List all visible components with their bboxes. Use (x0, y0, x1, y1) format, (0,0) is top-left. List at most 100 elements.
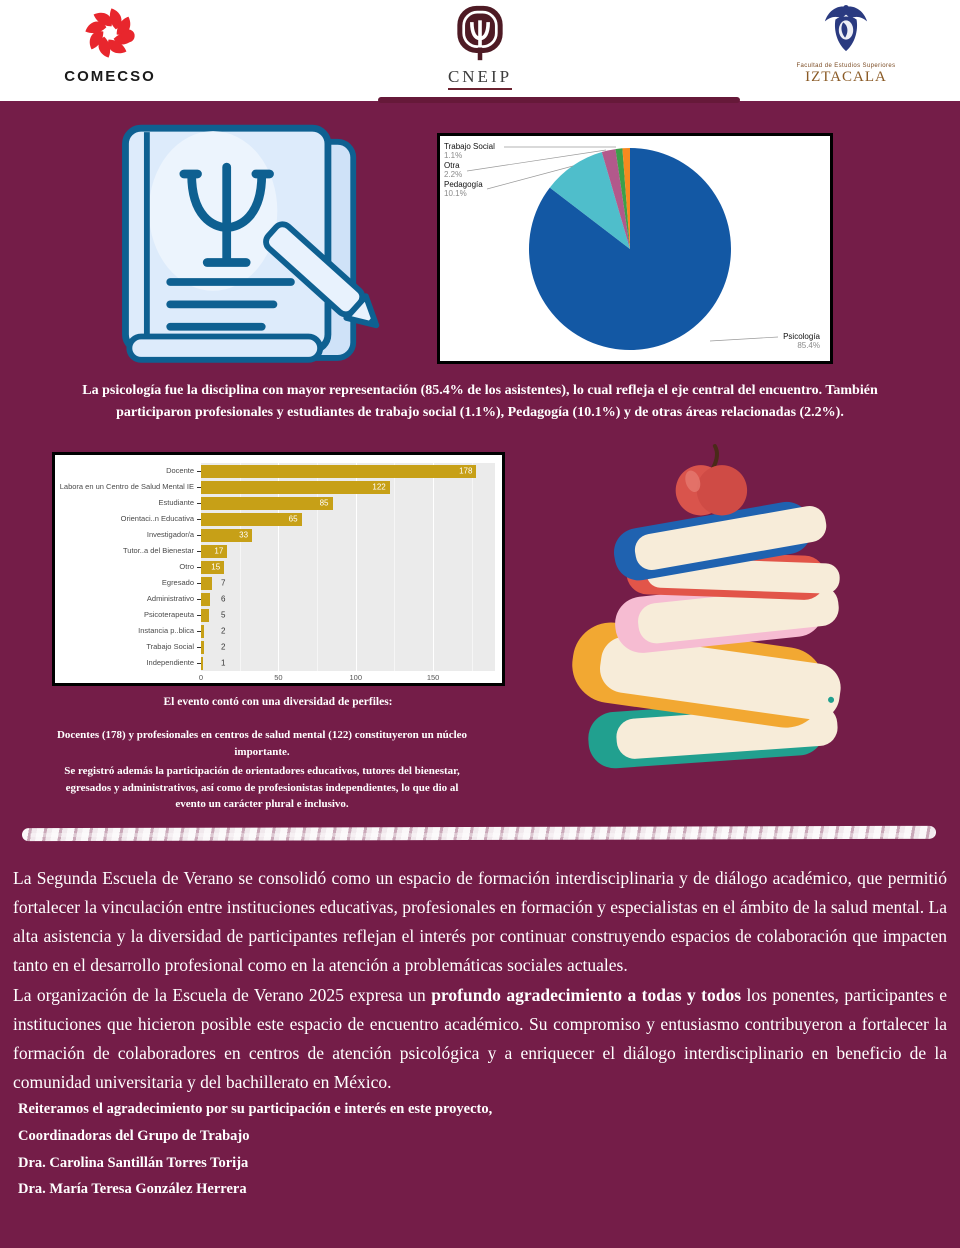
signature-coordinator-1: Dra. Carolina Santillán Torres Torija (18, 1154, 249, 1171)
book-stack-illustration (572, 444, 841, 769)
comecso-logo-block: COMECSO (45, 4, 175, 85)
bar-row: 5 (201, 607, 495, 623)
pencil-icon (263, 221, 380, 329)
bar-category-label: Docente (59, 463, 201, 479)
bar-value-label: 15 (211, 562, 221, 572)
bar: 17 (201, 544, 228, 558)
bar-value-label: 178 (459, 466, 473, 476)
iztacala-label: IZTACALA (805, 69, 887, 85)
bar-value-label: 5 (221, 610, 226, 620)
discipline-pie-chart-panel: Trabajo Social 1.1% Otra 2.2% Pedagogía … (437, 133, 833, 364)
bar: 33 (201, 528, 253, 542)
header-shadow-strip (378, 97, 740, 103)
bar-x-axis: 0 50 100 150 (198, 673, 495, 687)
pie-pct-otra: 2.2% (444, 170, 462, 179)
bar-category-label: Otro (59, 559, 201, 575)
ack-text-bold: profundo agradecimiento a todas y todos (431, 985, 742, 1005)
gridline-minor (317, 463, 319, 671)
bar-plot-area: 178 122 85 65 33 17 15 7 6 5 2 2 1 (201, 463, 495, 671)
bar-category-label: Tutor..a del Bienestar (59, 543, 201, 559)
header-logo-bar: COMECSO CNEIP Facultad d (0, 0, 960, 101)
pie-slice-Psicología (528, 148, 731, 350)
notebook-text-lines (166, 278, 295, 331)
bar-category-label: Administrativo (59, 591, 201, 607)
discipline-pie-chart: Trabajo Social 1.1% Otra 2.2% Pedagogía … (444, 142, 821, 350)
bar-value-label: 122 (372, 482, 386, 492)
bar-value-label: 17 (214, 546, 224, 556)
unam-crest-icon (824, 5, 868, 52)
bar (201, 624, 205, 638)
gridline-major (278, 463, 280, 671)
blue-book (613, 501, 827, 581)
bar: 85 (201, 496, 333, 510)
closing-block: Reiteramos el agradecimiento por su part… (18, 1096, 718, 1203)
bar-row: 85 (201, 495, 495, 511)
pie-label-otra: Otra (444, 161, 460, 170)
x-axis-tick-label: 50 (274, 673, 283, 682)
profiles-summary: Docentes (178) y profesionales en centro… (56, 727, 468, 813)
conclusion-paragraph: La Segunda Escuela de Verano se consolid… (13, 868, 947, 976)
bar-category-label: Psicoterapeuta (59, 607, 201, 623)
iztacala-logo-block: Facultad de Estudios Superiores IZTACALA (786, 2, 906, 86)
bar (201, 576, 212, 590)
x-axis-tick-label: 150 (426, 673, 440, 682)
bar-row: 122 (201, 479, 495, 495)
pie-label-trabajo-social: Trabajo Social (444, 142, 495, 151)
gridline-minor (239, 463, 241, 671)
bar-category-label: Egresado (59, 575, 201, 591)
bar-value-label: 65 (288, 514, 298, 524)
psi-symbol (179, 162, 274, 267)
bar (201, 640, 205, 654)
gridline-major (355, 463, 357, 671)
bar-row: 65 (201, 511, 495, 527)
bar-category-label: Estudiante (59, 495, 201, 511)
psychology-notebook-illustration (122, 124, 380, 363)
pie-label-pedagogia: Pedagogía (444, 180, 483, 189)
x-axis-tick-label: 100 (349, 673, 362, 682)
bar: 178 (201, 464, 477, 478)
apple-icon (675, 444, 748, 516)
gridline-major (433, 463, 435, 671)
bar-value-label: 2 (221, 642, 226, 652)
bar-value-label: 1 (221, 658, 226, 668)
bar-row: 33 (201, 527, 495, 543)
chalk-divider-shadow (30, 833, 910, 837)
pie-label-psicologia: Psicología (783, 332, 820, 341)
bar-row: 7 (201, 575, 495, 591)
bar: 65 (201, 512, 302, 526)
profiles-paragraph-1: Docentes (178) y profesionales en centro… (56, 729, 468, 758)
bar-row: 1 (201, 655, 495, 671)
profiles-heading: El evento contó con una diversidad de pe… (163, 696, 393, 708)
pie-slice-other (622, 148, 630, 249)
bar-row: 178 (201, 463, 495, 479)
bar: 122 (201, 480, 390, 494)
bar-category-label: Orientaci..n Educativa (59, 511, 201, 527)
bar-category-label: Instancia p..blica (59, 623, 201, 639)
profiles-bar-chart-panel: Docente Labora en un Centro de Salud Ment… (52, 452, 505, 686)
bar-row: 2 (201, 639, 495, 655)
bar-row: 15 (201, 559, 495, 575)
closing-line-1: Reiteramos el agradecimiento por su part… (18, 1101, 493, 1117)
bar-row: 2 (201, 623, 495, 639)
acknowledgement-paragraph: La organización de la Escuela de Verano … (13, 981, 947, 1097)
bar-category-label: Trabajo Social (59, 639, 201, 655)
bar (201, 656, 203, 670)
signature-coordinator-2: Dra. María Teresa González Herrera (18, 1181, 247, 1198)
bar-value-label: 85 (319, 498, 329, 508)
x-axis-tick-label: 0 (198, 673, 204, 682)
cneip-icon (457, 5, 503, 61)
bar-category-label: Labora en un Centro de Salud Mental IE (59, 479, 201, 495)
pie-slice-Pedagogía (549, 152, 630, 249)
pie-leader-lines (466, 146, 779, 342)
cneip-logo-block: CNEIP (413, 4, 547, 90)
pie-pct-psicologia: 85.4% (797, 341, 820, 350)
bar-category-label: Independiente (59, 655, 201, 671)
bar-value-label: 7 (221, 578, 226, 588)
pie-pct-pedagogia: 10.1% (444, 189, 467, 198)
gridline-minor (471, 463, 473, 671)
pie-slice-Otra (601, 149, 630, 249)
pie-pct-trabajo-social: 1.1% (444, 151, 462, 160)
bar: 15 (201, 560, 225, 574)
pie-slice-Trabajo Social (615, 148, 630, 249)
